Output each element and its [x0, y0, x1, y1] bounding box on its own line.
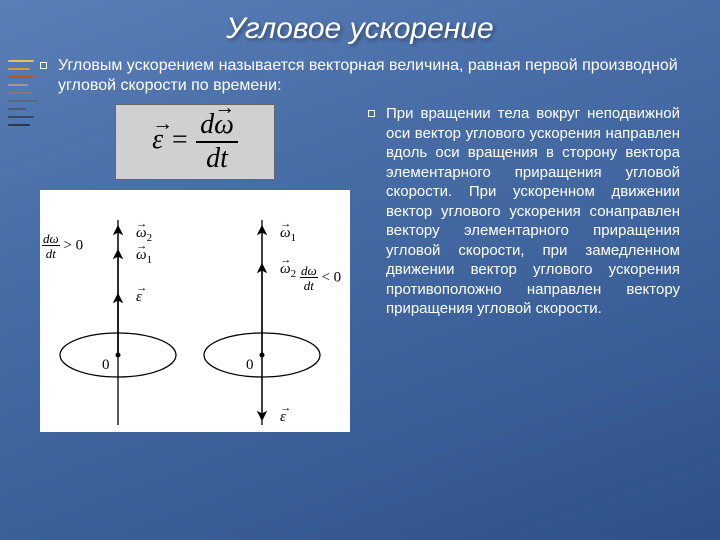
label-omega1-left: ω1: [136, 248, 152, 266]
formula: ε = dω dt: [115, 104, 275, 180]
left-column: ε = dω dt: [40, 104, 350, 432]
label-omega1-right: ω1: [280, 226, 296, 244]
accent-bars: [0, 60, 40, 190]
equals: =: [170, 124, 196, 155]
label-origin-left: 0: [102, 358, 110, 373]
accent-line: [8, 92, 32, 94]
label-origin-right: 0: [246, 358, 254, 373]
formula-lhs: ε: [152, 124, 163, 156]
accent-line: [8, 116, 34, 118]
rotation-diagram: ω2 ω1 ε 0 dωdt > 0 ω1 ω2 ε 0 dωdt < 0: [40, 190, 350, 432]
accent-line: [8, 60, 34, 62]
body-text: При вращении тела вокруг неподвижной оси…: [368, 104, 680, 319]
label-omega2-right: ω2: [280, 262, 296, 280]
accent-line: [8, 124, 30, 126]
slide: Угловое ускорение Угловым ускорением наз…: [0, 0, 720, 540]
content-row: ε = dω dt: [40, 104, 680, 432]
diagram-svg: [40, 190, 350, 432]
accent-line: [8, 76, 36, 78]
accent-line: [8, 84, 28, 86]
label-cond-left: dωdt > 0: [42, 232, 83, 260]
accent-line: [8, 108, 26, 110]
label-cond-right: dωdt < 0: [300, 264, 341, 292]
label-eps-left: ε: [136, 290, 142, 305]
accent-line: [8, 68, 30, 70]
formula-fraction: dω dt: [196, 111, 238, 173]
page-title: Угловое ускорение: [40, 12, 680, 46]
formula-num-omega: ω: [214, 111, 234, 139]
label-eps-right: ε: [280, 410, 286, 425]
formula-den: dt: [196, 143, 238, 173]
intro-text: Угловым ускорением называется векторная …: [40, 56, 680, 96]
accent-line: [8, 100, 38, 102]
